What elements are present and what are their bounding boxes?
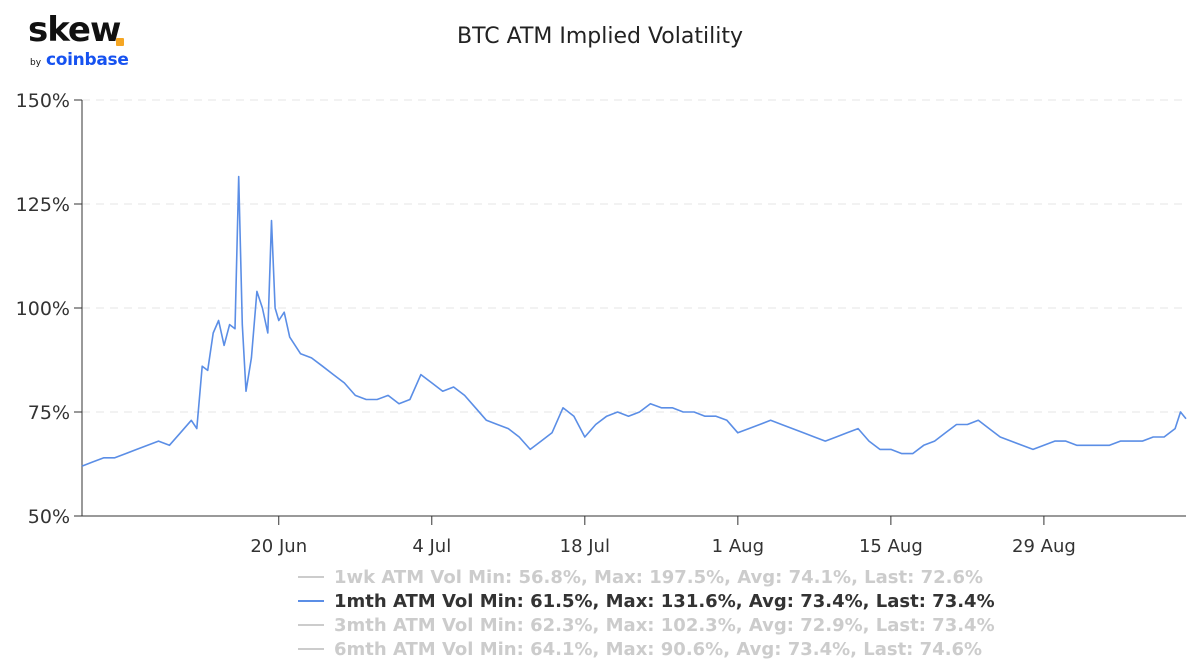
brand-dot: [116, 38, 124, 46]
legend-item[interactable]: 1mth ATM Vol Min: 61.5%, Max: 131.6%, Av…: [298, 590, 1058, 614]
legend-series-name: 1wk ATM Vol: [334, 567, 462, 588]
x-tick-label: 20 Jun: [250, 536, 307, 557]
x-tick-label: 1 Aug: [712, 536, 764, 557]
legend-item[interactable]: 1wk ATM Vol Min: 56.8%, Max: 197.5%, Avg…: [298, 566, 1058, 590]
legend-series-stats: Min: 64.1%, Max: 90.6%, Avg: 73.4%, Last…: [473, 639, 983, 660]
legend-series-stats: Min: 61.5%, Max: 131.6%, Avg: 73.4%, Las…: [473, 591, 995, 612]
y-tick-label: 125%: [16, 194, 70, 216]
y-tick-label: 150%: [16, 90, 70, 112]
line-chart: 50% 75% 100% 125% 150% 20 Jun 4 Jul 18 Jul 1 Au…: [16, 90, 1187, 557]
legend-swatch: [298, 647, 324, 650]
grid-lines: [82, 99, 1186, 413]
legend-swatch: [298, 575, 324, 578]
x-axis-ticks: 20 Jun 4 Jul 18 Jul 1 Aug 15 Aug 29 Aug: [250, 516, 1076, 557]
legend: 1wk ATM Vol Min: 56.8%, Max: 197.5%, Avg…: [298, 566, 1058, 662]
chart-title: BTC ATM Implied Volatility: [457, 24, 743, 49]
brand-name: skew: [28, 10, 121, 50]
x-tick-label: 29 Aug: [1012, 536, 1076, 557]
series-group: [81, 175, 1187, 467]
series-line-1mth: [81, 175, 1187, 467]
y-axis-ticks: 50% 75% 100% 125% 150%: [16, 90, 82, 528]
x-tick-label: 15 Aug: [859, 536, 923, 557]
legend-swatch: [298, 599, 324, 602]
brand-logo: skew by coinbase: [28, 10, 148, 70]
y-tick-label: 75%: [28, 402, 70, 424]
legend-series-name: 1mth ATM Vol: [334, 591, 474, 612]
legend-series-stats: Min: 62.3%, Max: 102.3%, Avg: 72.9%, Las…: [473, 615, 995, 636]
legend-series-name: 3mth ATM Vol: [334, 615, 474, 636]
legend-item[interactable]: 6mth ATM Vol Min: 64.1%, Max: 90.6%, Avg…: [298, 638, 1058, 662]
legend-swatch: [298, 623, 324, 626]
y-tick-label: 100%: [16, 298, 70, 320]
brand-by: by: [30, 58, 42, 68]
brand-parent: coinbase: [46, 50, 129, 70]
x-tick-label: 18 Jul: [560, 536, 610, 557]
legend-series-name: 6mth ATM Vol: [334, 639, 474, 660]
x-tick-label: 4 Jul: [412, 536, 451, 557]
legend-series-stats: Min: 56.8%, Max: 197.5%, Avg: 74.1%, Las…: [461, 567, 984, 588]
legend-item[interactable]: 3mth ATM Vol Min: 62.3%, Max: 102.3%, Av…: [298, 614, 1058, 638]
y-tick-label: 50%: [28, 506, 70, 528]
